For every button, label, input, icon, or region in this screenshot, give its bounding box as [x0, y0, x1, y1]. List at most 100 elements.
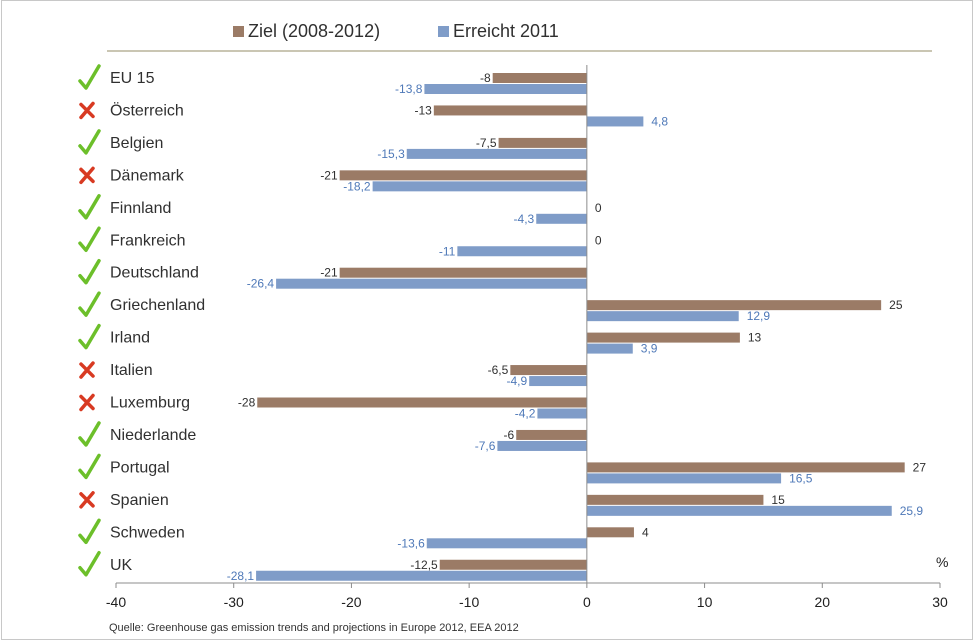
row-4: Finnland 0 -4,3 — [78, 194, 602, 226]
cross-icon — [79, 393, 95, 412]
row-3: Dänemark -21 -18,2 — [79, 166, 587, 193]
x-tick-label: 30 — [932, 594, 948, 610]
bar-achieved — [406, 148, 587, 159]
check-icon — [78, 64, 101, 90]
row-12: Portugal 27 16,5 — [78, 453, 927, 485]
row-14: Schweden 4 -13,6 — [78, 518, 649, 550]
bar-target — [433, 105, 587, 116]
bar-target — [586, 332, 740, 343]
row-10: Luxemburg -28 -4,2 — [79, 393, 587, 421]
bar-achieved — [537, 408, 587, 419]
x-tick-label: -10 — [459, 594, 479, 610]
category-label: Niederlande — [110, 427, 196, 444]
bar-achieved — [256, 570, 587, 581]
bar-achieved — [586, 473, 782, 484]
bar-achieved — [426, 538, 587, 549]
value-label-achieved: -7,6 — [475, 439, 496, 453]
value-label-target: -21 — [320, 168, 338, 182]
check-icon — [78, 518, 101, 545]
value-label-achieved: 12,9 — [747, 309, 771, 323]
value-label-achieved: -15,3 — [377, 147, 405, 161]
value-label-achieved: -11 — [439, 244, 456, 258]
category-label: Griechenland — [110, 297, 205, 314]
bar-target — [510, 365, 587, 376]
value-label-achieved: -4,9 — [506, 374, 527, 388]
unit-label: % — [936, 554, 948, 570]
value-label-achieved: 25,9 — [900, 504, 924, 518]
category-label: Finnland — [110, 200, 171, 217]
value-label-target: -8 — [480, 71, 491, 85]
value-label-target: 0 — [595, 233, 602, 247]
value-label-target: -7,5 — [476, 136, 497, 150]
value-label-achieved: -18,2 — [343, 179, 371, 193]
value-label-target: -12,5 — [410, 558, 438, 572]
bar-target — [586, 300, 882, 311]
row-1: Österreich -13 4,8 — [79, 101, 668, 128]
check-icon — [78, 421, 101, 447]
x-tick-label: -40 — [106, 594, 126, 610]
cross-icon — [79, 491, 95, 509]
row-5: Frankreich 0 -11 — [78, 226, 602, 258]
value-label-achieved: 3,9 — [641, 342, 658, 356]
bar-achieved — [424, 84, 587, 94]
bar-achieved — [457, 246, 587, 257]
check-icon — [78, 194, 101, 220]
value-label-achieved: -13,8 — [395, 82, 423, 96]
x-tick-label: -30 — [224, 594, 244, 610]
value-label-target: -13 — [414, 103, 432, 117]
category-label: Italien — [110, 362, 153, 379]
row-6: Deutschland -21 -26,4 — [78, 258, 587, 291]
cross-icon — [79, 166, 95, 185]
bar-target — [586, 462, 905, 473]
bar-achieved — [497, 440, 587, 451]
value-label-achieved: -28,1 — [227, 569, 255, 583]
legend-swatch-1 — [233, 26, 244, 37]
value-label-achieved: -4,2 — [515, 407, 536, 421]
value-label-target: 0 — [595, 201, 602, 215]
category-label: Portugal — [110, 459, 170, 476]
bar-achieved — [536, 213, 587, 224]
bar-achieved — [372, 181, 587, 192]
row-15: UK -12,5 -28,1 — [78, 551, 587, 583]
x-tick-label: -20 — [341, 594, 361, 610]
category-label: Österreich — [110, 101, 184, 119]
category-label: Belgien — [110, 135, 163, 152]
legend-swatch-2 — [438, 26, 449, 37]
x-tick-label: 20 — [814, 594, 830, 610]
bar-achieved — [586, 311, 739, 322]
row-8: Irland 13 3,9 — [78, 323, 762, 356]
row-11: Niederlande -6 -7,6 — [78, 421, 587, 453]
value-label-target: -6 — [504, 428, 515, 442]
row-0: EU 15 -8 -13,8 — [78, 64, 587, 96]
value-label-target: -6,5 — [488, 363, 509, 377]
value-label-target: 15 — [771, 493, 785, 507]
legend: Ziel (2008-2012) Erreicht 2011 — [233, 21, 559, 41]
value-label-achieved: -13,6 — [397, 536, 425, 550]
bar-target — [586, 527, 634, 538]
category-label: Luxemburg — [110, 395, 190, 412]
legend-label-1: Ziel (2008-2012) — [248, 21, 380, 41]
check-icon — [78, 453, 101, 480]
value-label-achieved: -4,3 — [514, 212, 535, 226]
category-label: Irland — [110, 330, 150, 347]
value-label-target: 27 — [913, 460, 927, 474]
category-label: Spanien — [110, 492, 169, 509]
row-2: Belgien -7,5 -15,3 — [78, 129, 587, 161]
bar-achieved — [586, 343, 633, 354]
bar-target — [257, 397, 587, 408]
check-icon — [78, 323, 101, 350]
legend-label-2: Erreicht 2011 — [453, 21, 559, 41]
category-label: Schweden — [110, 524, 185, 541]
category-label: UK — [110, 557, 133, 574]
bar-target — [439, 559, 587, 570]
check-icon — [78, 129, 101, 155]
category-label: Dänemark — [110, 167, 185, 184]
source-note: Quelle: Greenhouse gas emission trends a… — [109, 622, 519, 634]
value-label-achieved: 4,8 — [651, 114, 668, 128]
check-icon — [78, 291, 101, 317]
value-label-target: 13 — [748, 331, 762, 345]
bar-achieved — [276, 278, 587, 289]
x-tick-label: 0 — [583, 594, 591, 610]
